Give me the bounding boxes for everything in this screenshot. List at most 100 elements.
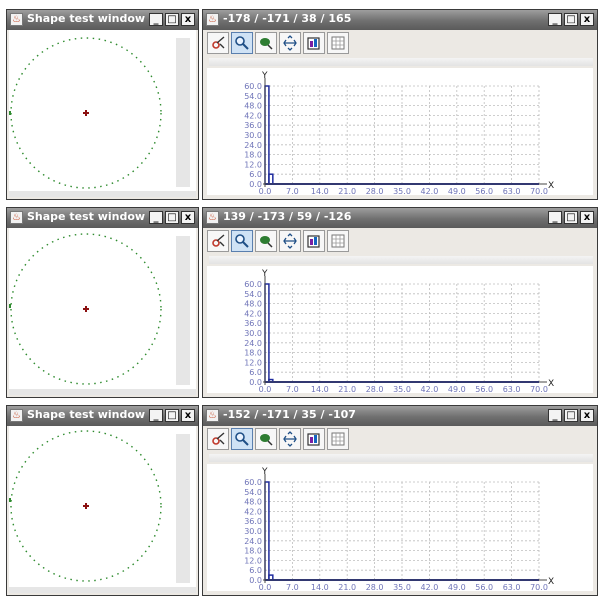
y-tick-label: 6.0 <box>249 170 262 179</box>
y-tick-label: 42.0 <box>244 111 262 120</box>
export-icon[interactable] <box>303 230 325 252</box>
y-tick-label: 30.0 <box>244 131 262 140</box>
select-icon[interactable] <box>207 230 229 252</box>
close-button[interactable]: x <box>181 409 195 422</box>
y-tick-label: 6.0 <box>249 368 262 377</box>
maximize-button[interactable]: □ <box>165 13 179 26</box>
y-axis-label: Y <box>261 467 268 477</box>
y-axis-label: Y <box>261 269 268 279</box>
y-tick-label: 48.0 <box>244 300 262 309</box>
grid-toggle-icon[interactable] <box>327 230 349 252</box>
pan-icon[interactable] <box>255 32 277 54</box>
shape-canvas[interactable] <box>9 426 196 593</box>
minimize-button[interactable]: _ <box>149 211 163 224</box>
y-tick-label: 12.0 <box>244 160 262 169</box>
pan-icon[interactable] <box>255 428 277 450</box>
maximize-button[interactable]: □ <box>564 211 578 224</box>
x-tick-label: 42.0 <box>420 187 438 195</box>
x-tick-label: 0.0 <box>259 583 272 591</box>
window-title: Shape test window <box>27 210 146 223</box>
plot-toolbar <box>207 32 349 54</box>
x-tick-label: 7.0 <box>286 583 299 591</box>
x-tick-label: 7.0 <box>286 187 299 195</box>
shape-canvas[interactable] <box>9 30 196 197</box>
maximize-button[interactable]: □ <box>564 13 578 26</box>
plot-window[interactable]: ♨ 139 / -173 / 59 / -126 _ □ x 0.0 6.0 12.… <box>202 207 598 398</box>
scale-icon[interactable] <box>279 428 301 450</box>
x-tick-label: 56.0 <box>475 583 493 591</box>
title-bar[interactable]: ♨ 139 / -173 / 59 / -126 _ □ x <box>203 208 597 228</box>
y-tick-label: 12.0 <box>244 358 262 367</box>
grid-toggle-icon[interactable] <box>327 428 349 450</box>
y-tick-label: 0.0 <box>249 180 262 189</box>
y-tick-label: 36.0 <box>244 319 262 328</box>
x-tick-label: 70.0 <box>530 187 548 195</box>
y-tick-label: 60.0 <box>244 478 262 487</box>
plot-window[interactable]: ♨ -178 / -171 / 38 / 165 _ □ x 0.0 6.0 12.… <box>202 9 598 200</box>
shape-window[interactable]: ♨ Shape test window _ □ x <box>6 9 199 200</box>
plot-area[interactable]: 0.0 6.0 12.0 18.0 24.0 30.0 36.0 42.0 48.0 54.0 60… <box>207 68 593 196</box>
title-bar[interactable]: ♨ Shape test window _ □ x <box>7 10 198 30</box>
circle-shape <box>10 233 162 385</box>
zoom-icon[interactable] <box>231 428 253 450</box>
maximize-button[interactable]: □ <box>165 409 179 422</box>
x-tick-label: 70.0 <box>530 583 548 591</box>
toolbar-separator <box>209 256 593 264</box>
y-tick-label: 24.0 <box>244 339 262 348</box>
shape-window[interactable]: ♨ Shape test window _ □ x <box>6 207 199 398</box>
maximize-button[interactable]: □ <box>165 211 179 224</box>
plot-toolbar <box>207 428 349 450</box>
java-app-icon: ♨ <box>10 13 23 26</box>
close-button[interactable]: x <box>580 13 594 26</box>
shape-canvas[interactable] <box>9 228 196 395</box>
pan-icon[interactable] <box>255 230 277 252</box>
close-button[interactable]: x <box>580 211 594 224</box>
java-app-icon: ♨ <box>206 211 219 224</box>
grid-toggle-icon[interactable] <box>327 32 349 54</box>
select-icon[interactable] <box>207 32 229 54</box>
y-tick-label: 18.0 <box>244 349 262 358</box>
minimize-button[interactable]: _ <box>149 409 163 422</box>
plot-area[interactable]: 0.0 6.0 12.0 18.0 24.0 30.0 36.0 42.0 48.0 54.0 60… <box>207 266 593 394</box>
x-tick-label: 21.0 <box>338 583 356 591</box>
toolbar-separator <box>209 454 593 462</box>
shape-window[interactable]: ♨ Shape test window _ □ x <box>6 405 199 596</box>
java-app-icon: ♨ <box>10 211 23 224</box>
toolbar-separator <box>209 58 593 66</box>
title-bar[interactable]: ♨ Shape test window _ □ x <box>7 406 198 426</box>
canvas-margin <box>9 191 196 197</box>
export-icon[interactable] <box>303 428 325 450</box>
close-button[interactable]: x <box>181 13 195 26</box>
export-icon[interactable] <box>303 32 325 54</box>
java-app-icon: ♨ <box>206 409 219 422</box>
minimize-button[interactable]: _ <box>548 211 562 224</box>
close-button[interactable]: x <box>580 409 594 422</box>
y-tick-label: 30.0 <box>244 527 262 536</box>
y-tick-label: 18.0 <box>244 151 262 160</box>
maximize-button[interactable]: □ <box>564 409 578 422</box>
x-tick-label: 49.0 <box>448 187 466 195</box>
y-tick-label: 0.0 <box>249 378 262 387</box>
select-icon[interactable] <box>207 428 229 450</box>
x-tick-label: 28.0 <box>366 385 384 393</box>
title-bar[interactable]: ♨ Shape test window _ □ x <box>7 208 198 228</box>
zoom-icon[interactable] <box>231 32 253 54</box>
title-bar[interactable]: ♨ -152 / -171 / 35 / -107 _ □ x <box>203 406 597 426</box>
title-bar[interactable]: ♨ -178 / -171 / 38 / 165 _ □ x <box>203 10 597 30</box>
window-title: Shape test window <box>27 408 146 421</box>
scale-icon[interactable] <box>279 32 301 54</box>
y-tick-label: 24.0 <box>244 537 262 546</box>
x-tick-label: 21.0 <box>338 385 356 393</box>
y-tick-label: 18.0 <box>244 547 262 556</box>
plot-area[interactable]: 0.0 6.0 12.0 18.0 24.0 30.0 36.0 42.0 48.0 54.0 60… <box>207 464 593 592</box>
x-tick-label: 56.0 <box>475 385 493 393</box>
close-button[interactable]: x <box>181 211 195 224</box>
minimize-button[interactable]: _ <box>149 13 163 26</box>
zoom-icon[interactable] <box>231 230 253 252</box>
plot-window[interactable]: ♨ -152 / -171 / 35 / -107 _ □ x 0.0 6.0 12… <box>202 405 598 596</box>
minimize-button[interactable]: _ <box>548 13 562 26</box>
minimize-button[interactable]: _ <box>548 409 562 422</box>
window-title: 139 / -173 / 59 / -126 <box>223 210 352 223</box>
scale-icon[interactable] <box>279 230 301 252</box>
x-tick-label: 28.0 <box>366 187 384 195</box>
